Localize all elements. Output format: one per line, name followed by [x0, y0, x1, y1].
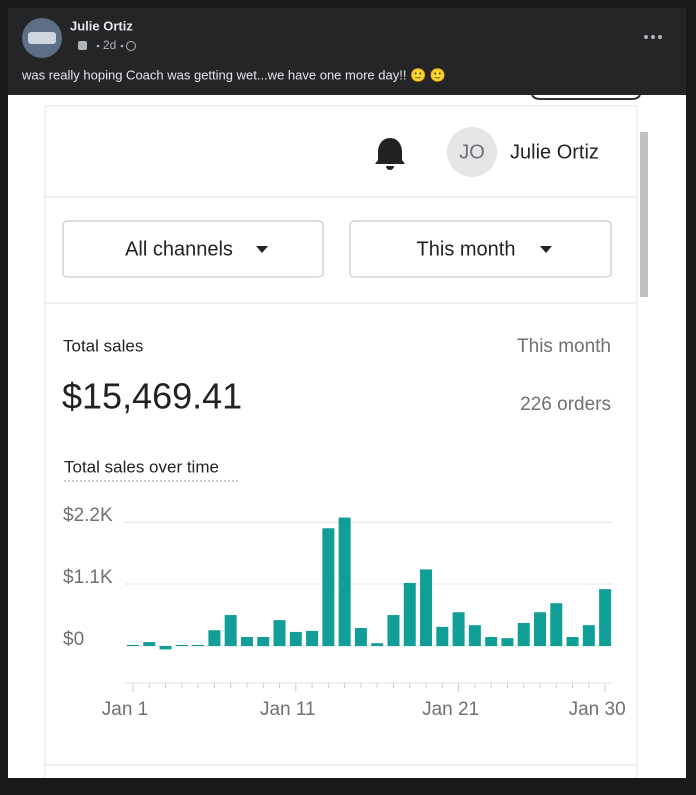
bar [322, 528, 335, 647]
y-tick-label: $0 [63, 629, 84, 650]
bar [582, 625, 595, 647]
separator [120, 44, 124, 48]
bar [143, 642, 156, 647]
bar [354, 628, 367, 647]
channel-label: All channels [125, 238, 233, 260]
bell-icon[interactable] [375, 138, 405, 170]
orders: 226 orders [520, 394, 611, 415]
bar [452, 612, 465, 647]
cut-button [531, 94, 641, 100]
channel-select[interactable] [62, 220, 324, 278]
bar [273, 620, 286, 647]
bar [517, 622, 530, 647]
bar [371, 643, 384, 647]
bar [420, 569, 433, 647]
x-tick-label: Jan 30 [569, 699, 626, 720]
bar [403, 582, 416, 647]
period-select[interactable] [349, 220, 612, 278]
chart-label[interactable]: Total sales over time [64, 457, 219, 476]
caret [256, 246, 268, 253]
bar [566, 637, 579, 647]
bar [436, 626, 449, 647]
post-time[interactable]: 2d [103, 38, 116, 52]
x-tick-label: Jan 21 [422, 699, 479, 720]
caret [540, 246, 552, 253]
metric-period: This month [517, 336, 611, 357]
y-tick-label: $1.1K [63, 567, 113, 588]
screenshot [8, 95, 686, 778]
bar [485, 637, 498, 647]
x-tick-label: Jan 11 [260, 699, 316, 720]
bar [192, 644, 205, 647]
avatar-initials: JO [459, 141, 485, 163]
bar [599, 589, 612, 647]
bar [224, 615, 237, 647]
scrollbar[interactable] [640, 132, 648, 297]
globe-icon [126, 41, 136, 51]
user-avatar[interactable] [447, 127, 497, 177]
bar [208, 630, 221, 647]
bar [501, 638, 514, 647]
period-label: This month [417, 238, 516, 260]
bar [338, 517, 351, 647]
bar [289, 631, 302, 647]
more-menu[interactable] [644, 35, 662, 39]
x-tick-label: Jan 1 [102, 699, 148, 720]
y-tick-label: $2.2K [63, 505, 113, 526]
chart: $0 $1.1K $2.2K Jan 1 Jan 11 Jan 21 Jan 30 [63, 505, 626, 720]
bar [127, 644, 139, 647]
bar [159, 646, 172, 650]
bar [534, 612, 546, 647]
bar [387, 615, 400, 647]
avatar-car [28, 32, 56, 44]
author-name[interactable]: Julie Ortiz [70, 18, 133, 33]
separator [96, 44, 100, 48]
cup-icon [78, 41, 87, 50]
bar [257, 637, 270, 647]
post-text: was really hoping Coach was getting wet.… [21, 67, 446, 82]
user-name[interactable]: Julie Ortiz [510, 141, 599, 163]
bar [240, 637, 253, 647]
metric-title: Total sales [63, 336, 143, 355]
bar [468, 625, 481, 647]
bar [306, 630, 319, 647]
bar [550, 603, 563, 647]
bar [175, 644, 188, 647]
metric-value: $15,469.41 [62, 376, 242, 417]
